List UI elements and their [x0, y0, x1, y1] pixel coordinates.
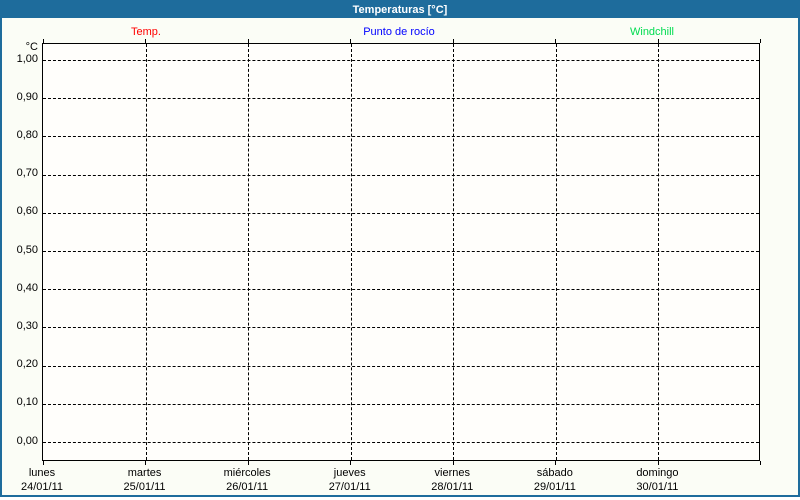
axis-tick — [657, 39, 659, 43]
y-tick-label: 0,10 — [16, 396, 38, 409]
v-gridline — [145, 44, 147, 460]
x-tick-label: domingo 30/01/11 — [602, 466, 712, 494]
y-tick-label: 1,00 — [16, 52, 38, 65]
x-day-name: domingo — [636, 467, 679, 479]
legend-item-temp-: Temp. — [131, 26, 161, 38]
x-date: 25/01/11 — [123, 481, 166, 493]
axis-tick — [452, 461, 454, 465]
x-date: 26/01/11 — [226, 481, 269, 493]
axis-tick — [350, 461, 352, 465]
x-tick-label: viernes 28/01/11 — [397, 466, 507, 494]
axis-tick — [760, 461, 761, 465]
y-tick-label: 0,60 — [16, 205, 38, 218]
y-axis-unit-label: °C — [25, 41, 38, 53]
h-gridline — [43, 212, 759, 214]
axis-tick — [43, 39, 44, 43]
x-day-name: miércoles — [223, 467, 271, 479]
h-gridline — [43, 136, 759, 138]
axis-tick — [145, 461, 147, 465]
legend-item-windchill: Windchill — [629, 26, 675, 38]
h-gridline — [43, 365, 759, 367]
v-gridline — [555, 44, 557, 460]
axis-tick — [247, 461, 249, 465]
axis-tick — [145, 39, 147, 43]
y-tick-label: 0,70 — [16, 167, 38, 180]
h-gridline — [43, 251, 759, 252]
x-day-name: jueves — [333, 467, 366, 479]
v-gridline — [453, 44, 455, 460]
axis-tick — [657, 461, 659, 465]
axis-tick — [247, 39, 249, 43]
h-gridline — [43, 174, 759, 176]
y-tick-label: 0,80 — [16, 128, 38, 141]
x-tick-label: miércoles 26/01/11 — [192, 466, 302, 494]
x-day-name: martes — [127, 467, 162, 479]
y-tick-label: 0,50 — [16, 243, 38, 256]
y-tick-label: 0,00 — [16, 434, 38, 447]
x-tick-label: lunes 24/01/11 — [0, 466, 97, 494]
y-tick-label: 0,30 — [16, 319, 38, 332]
axis-tick — [760, 39, 761, 43]
axis-tick — [350, 39, 352, 43]
h-gridline — [43, 98, 759, 100]
h-gridline — [43, 327, 759, 329]
x-day-name: viernes — [434, 467, 471, 479]
x-tick-label: sábado 29/01/11 — [500, 466, 610, 494]
h-gridline — [43, 60, 759, 61]
h-gridline — [43, 442, 759, 443]
axis-tick — [555, 39, 557, 43]
y-tick-label: 0,90 — [16, 90, 38, 103]
x-date: 29/01/11 — [533, 481, 576, 493]
h-gridline — [43, 289, 759, 291]
x-date: 30/01/11 — [636, 481, 679, 493]
v-gridline — [248, 44, 250, 460]
x-day-name: lunes — [28, 467, 56, 479]
chart-title: Temperaturas [°C] — [352, 4, 448, 16]
y-tick-label: 0,40 — [16, 281, 38, 294]
x-date: 24/01/11 — [20, 481, 63, 493]
x-date: 28/01/11 — [431, 481, 474, 493]
x-tick-label: martes 25/01/11 — [90, 466, 200, 494]
axis-tick — [43, 461, 44, 465]
h-gridline — [43, 403, 759, 405]
axis-tick — [452, 39, 454, 43]
y-tick-label: 0,20 — [16, 358, 38, 371]
x-tick-label: jueves 27/01/11 — [295, 466, 405, 494]
axis-tick — [555, 461, 557, 465]
x-date: 27/01/11 — [328, 481, 371, 493]
plot-area — [42, 39, 761, 465]
x-day-name: sábado — [536, 467, 573, 479]
title-bar: Temperaturas [°C] — [2, 2, 798, 18]
legend-item-punto-de-roc-o: Punto de rocío — [363, 26, 435, 38]
v-gridline — [350, 44, 352, 460]
v-gridline — [658, 44, 660, 460]
